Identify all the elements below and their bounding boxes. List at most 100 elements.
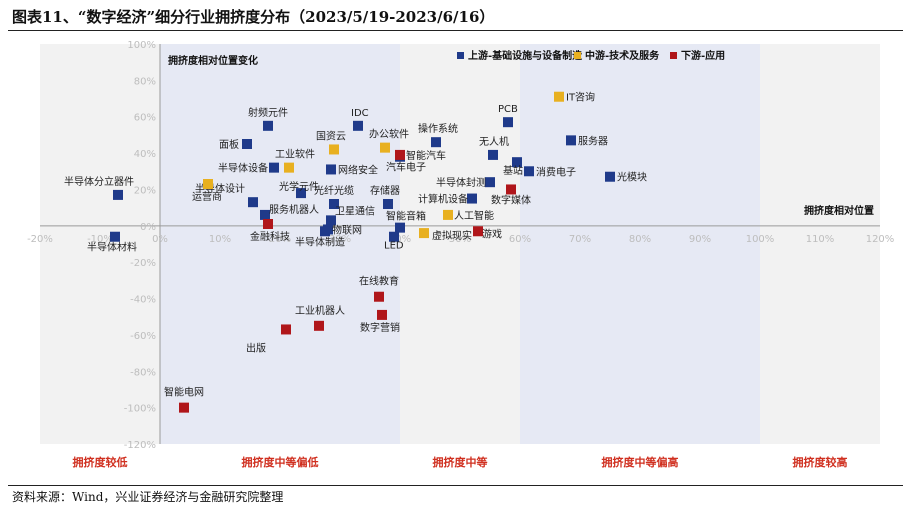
data-point xyxy=(329,144,339,155)
y-tick-label: 60% xyxy=(134,113,156,124)
legend-label: 上游-基础设施与设备制造 xyxy=(468,49,583,62)
data-point xyxy=(467,193,477,204)
data-point xyxy=(110,231,120,242)
x-tick-label: 20% xyxy=(269,234,291,245)
y-tick-label: -60% xyxy=(130,331,156,342)
data-point-label: 服务器 xyxy=(578,134,608,147)
data-point xyxy=(605,171,615,182)
data-point xyxy=(473,226,483,237)
source-note: 资料来源：Wind，兴业证券经济与金融研究院整理 xyxy=(12,490,284,504)
zone-label: 拥挤度中等偏高 xyxy=(602,455,679,469)
data-point xyxy=(524,166,534,177)
source-rule xyxy=(8,485,903,486)
data-point xyxy=(263,120,273,131)
data-point-label: 工业机器人 xyxy=(295,304,345,317)
data-point-label: 半导体制造 xyxy=(295,235,345,248)
data-point xyxy=(443,209,453,220)
data-point-label: 存储器 xyxy=(370,184,400,197)
data-point-label: 网络安全 xyxy=(338,163,378,176)
y-tick-label: -100% xyxy=(124,404,156,415)
legend-label: 中游-技术及服务 xyxy=(585,49,660,62)
y-tick-label: 20% xyxy=(134,185,156,196)
data-point xyxy=(419,228,429,239)
data-point-label: IDC xyxy=(351,108,369,119)
data-point-label: 光纤光缆 xyxy=(314,184,354,197)
data-point-label: 人工智能 xyxy=(454,209,494,222)
zone-label: 拥挤度中等 xyxy=(433,455,488,469)
data-point-label: 半导体分立器件 xyxy=(64,175,134,188)
data-point xyxy=(380,142,390,153)
data-point xyxy=(383,199,393,209)
y-tick-label: 0% xyxy=(140,222,156,233)
data-point xyxy=(485,177,495,188)
x-tick-label: 50% xyxy=(449,234,471,245)
data-point xyxy=(512,157,522,168)
zone-label: 拥挤度较高 xyxy=(793,455,848,469)
x-tick-label: -20% xyxy=(27,234,53,245)
zone-band-lower-middle xyxy=(160,44,400,444)
data-point-label: 半导体封测 xyxy=(436,176,486,189)
data-point xyxy=(203,179,213,189)
data-point-label: 在线教育 xyxy=(359,275,399,288)
data-point-label: 汽车电子 xyxy=(386,161,426,174)
data-point-label: 无人机 xyxy=(479,135,509,148)
x-tick-label: 90% xyxy=(689,234,711,245)
data-point-label: 基站 xyxy=(503,164,523,177)
data-point-label: IT咨询 xyxy=(566,91,595,104)
data-point xyxy=(566,135,576,146)
data-point xyxy=(269,162,279,173)
zone-band-upper-middle xyxy=(520,44,760,444)
data-point-label: 服务机器人 xyxy=(269,203,319,216)
data-point xyxy=(260,209,270,220)
x-axis-title: 拥挤度相对位置 xyxy=(804,204,874,217)
data-point-label: 面板 xyxy=(219,138,239,151)
data-point-label: PCB xyxy=(498,104,518,115)
data-point-label: 计算机设备 xyxy=(418,193,468,206)
data-point-label: 虚拟现实 xyxy=(432,229,472,242)
data-point-label: 智能汽车 xyxy=(406,149,446,162)
data-point xyxy=(389,231,399,242)
data-point-label: LED xyxy=(384,241,404,252)
data-point xyxy=(377,309,387,320)
x-tick-label: 70% xyxy=(569,234,591,245)
data-point xyxy=(329,199,339,209)
data-point-label: 半导体材料 xyxy=(87,241,137,254)
y-tick-label: -80% xyxy=(130,367,156,378)
data-point xyxy=(326,215,336,226)
x-tick-label: 40% xyxy=(389,234,411,245)
data-point-label: 工业软件 xyxy=(275,148,315,161)
x-tick-label: 60% xyxy=(509,234,531,245)
data-point xyxy=(179,402,189,413)
zone-label: 拥挤度中等偏低 xyxy=(242,455,319,469)
legend-marker xyxy=(574,52,581,59)
data-point-label: 智能音箱 xyxy=(386,210,426,223)
data-point xyxy=(506,184,516,195)
y-tick-label: -120% xyxy=(124,440,156,451)
data-point-label: 办公软件 xyxy=(369,128,409,141)
data-point xyxy=(113,189,123,200)
legend-label: 下游-应用 xyxy=(681,49,725,62)
y-tick-label: -40% xyxy=(130,295,156,306)
y-axis-title: 拥挤度相对位置变化 xyxy=(168,54,258,67)
y-tick-label: -20% xyxy=(130,258,156,269)
data-point xyxy=(353,120,363,131)
legend-marker xyxy=(457,52,464,59)
data-point xyxy=(284,162,294,173)
x-tick-label: 0% xyxy=(152,234,168,245)
data-point xyxy=(431,137,441,148)
data-point xyxy=(503,117,513,128)
data-point xyxy=(554,91,564,102)
title-rule xyxy=(8,30,903,31)
data-point-label: 金融科技 xyxy=(250,230,290,243)
y-tick-label: 80% xyxy=(134,76,156,87)
data-point xyxy=(281,324,291,335)
y-tick-label: 100% xyxy=(127,40,156,51)
x-tick-label: 10% xyxy=(209,234,231,245)
data-point-label: 操作系统 xyxy=(418,122,458,135)
data-point xyxy=(395,222,405,233)
data-point-label: 光学元件 xyxy=(279,180,319,193)
data-point xyxy=(314,320,324,331)
x-tick-label: 100% xyxy=(746,234,775,245)
data-point xyxy=(326,164,336,175)
